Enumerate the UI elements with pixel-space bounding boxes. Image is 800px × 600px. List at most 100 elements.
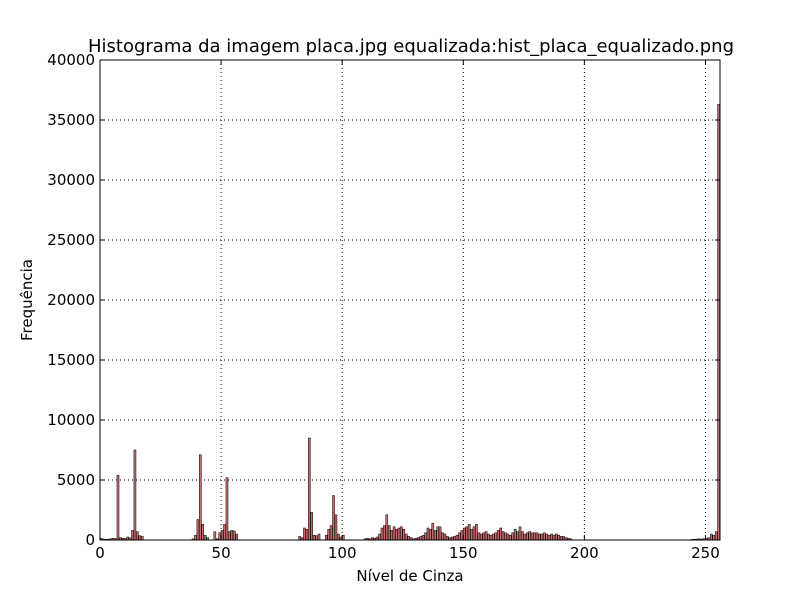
histogram-bar bbox=[513, 528, 517, 541]
histogram-bar bbox=[562, 536, 565, 541]
histogram-bar bbox=[523, 533, 527, 541]
histogram-bar bbox=[446, 536, 449, 541]
histogram-bar bbox=[436, 526, 439, 541]
histogram-bar bbox=[400, 526, 403, 541]
histogram-bar bbox=[131, 530, 134, 541]
histogram-bar bbox=[538, 533, 541, 541]
y-axis-ticks: 0 5000 10000 15000 20000 25000 30000 35000 40000 bbox=[47, 51, 720, 549]
histogram-bar bbox=[395, 528, 398, 541]
histogram-bar bbox=[317, 533, 321, 541]
histogram-bar bbox=[419, 536, 422, 541]
grid-lines bbox=[100, 60, 720, 540]
histogram-bar bbox=[308, 437, 311, 541]
histogram-bar bbox=[312, 534, 316, 541]
histogram-bar bbox=[545, 533, 548, 541]
histogram-bars bbox=[99, 104, 720, 541]
histogram-bar bbox=[140, 535, 144, 541]
histogram-bar bbox=[218, 532, 221, 541]
histogram-bar bbox=[555, 533, 558, 541]
histogram-bar bbox=[116, 474, 120, 541]
histogram-bar bbox=[337, 533, 340, 541]
histogram-bar bbox=[383, 525, 386, 541]
x-axis-label: Nível de Cinza bbox=[356, 567, 463, 585]
histogram-bar bbox=[496, 530, 500, 541]
histogram-bar bbox=[213, 531, 217, 541]
histogram-bar bbox=[504, 532, 507, 541]
histogram-bar bbox=[334, 514, 338, 541]
histogram-bar bbox=[441, 532, 444, 541]
histogram-bar bbox=[453, 536, 456, 541]
histogram-bar bbox=[484, 531, 488, 541]
histogram-bar bbox=[533, 532, 536, 541]
histogram-bar bbox=[458, 532, 461, 541]
histogram-bar bbox=[230, 530, 234, 541]
histogram-bar bbox=[225, 477, 229, 541]
histogram-bar bbox=[492, 533, 495, 541]
histogram-bar bbox=[470, 528, 473, 541]
y-tick-label: 5000 bbox=[57, 471, 95, 489]
histogram-bar bbox=[535, 532, 539, 541]
histogram-bar bbox=[477, 532, 481, 541]
histogram-bar bbox=[717, 104, 720, 541]
histogram-bar bbox=[232, 530, 236, 541]
histogram-bar bbox=[431, 522, 435, 541]
histogram-bar bbox=[521, 531, 524, 541]
histogram-bar bbox=[472, 526, 476, 541]
histogram-bar bbox=[235, 533, 238, 541]
histogram-bar bbox=[443, 533, 447, 541]
histogram-bar bbox=[324, 534, 328, 541]
histogram-bar bbox=[455, 534, 459, 541]
histogram-bar bbox=[424, 532, 427, 541]
chart-title: Histograma da imagem placa.jpg equalizad… bbox=[88, 36, 734, 57]
histogram-bar bbox=[378, 533, 381, 541]
histogram-bar bbox=[509, 534, 512, 541]
x-tick-label: 50 bbox=[212, 544, 231, 562]
histogram-bar bbox=[385, 514, 389, 541]
y-tick-label: 10000 bbox=[47, 411, 95, 429]
histogram-bar bbox=[528, 531, 531, 541]
histogram-bar bbox=[550, 533, 553, 541]
histogram-bar bbox=[499, 527, 502, 541]
x-tick-label: 250 bbox=[691, 544, 720, 562]
histogram-bar bbox=[547, 534, 551, 541]
histogram-bar bbox=[475, 524, 478, 541]
histogram-bar bbox=[710, 533, 713, 541]
histogram-bar bbox=[712, 534, 716, 541]
y-tick-label: 15000 bbox=[47, 351, 95, 369]
histogram-bar bbox=[482, 532, 485, 541]
histogram-bar bbox=[390, 530, 393, 541]
histogram-bar bbox=[540, 533, 544, 541]
histogram-bar bbox=[421, 534, 425, 541]
histogram-bar bbox=[426, 527, 430, 541]
y-tick-label: 0 bbox=[85, 531, 95, 549]
histogram-bar bbox=[714, 531, 718, 541]
histogram-bar bbox=[479, 533, 483, 541]
y-tick-label: 30000 bbox=[47, 171, 95, 189]
histogram-bar bbox=[501, 531, 505, 541]
histogram-bar bbox=[380, 527, 384, 541]
histogram-bar bbox=[518, 526, 522, 541]
histogram-bar bbox=[332, 495, 335, 541]
histogram-bar bbox=[397, 527, 401, 541]
histogram-bar bbox=[310, 512, 314, 541]
histogram-bar bbox=[228, 531, 231, 541]
histogram-bar bbox=[487, 533, 490, 541]
histogram-bar bbox=[438, 526, 442, 541]
histogram-bar bbox=[511, 532, 515, 541]
y-tick-label: 20000 bbox=[47, 291, 95, 309]
y-axis-label: Frequência bbox=[18, 259, 36, 341]
histogram-bar bbox=[201, 524, 205, 541]
histogram-bar bbox=[387, 525, 391, 541]
histogram-bar bbox=[516, 531, 519, 541]
histogram-bar bbox=[402, 528, 406, 541]
histogram-bar bbox=[530, 532, 534, 541]
histogram-bar bbox=[489, 534, 493, 541]
histogram-bar bbox=[194, 534, 197, 541]
y-tick-label: 35000 bbox=[47, 111, 95, 129]
histogram-bar bbox=[305, 528, 309, 541]
y-tick-label: 25000 bbox=[47, 231, 95, 249]
histogram-bar bbox=[315, 535, 318, 541]
x-axis-ticks: 0 50 100 150 200 250 bbox=[95, 60, 720, 562]
histogram-bar bbox=[467, 524, 471, 541]
histogram-bar bbox=[136, 531, 139, 541]
